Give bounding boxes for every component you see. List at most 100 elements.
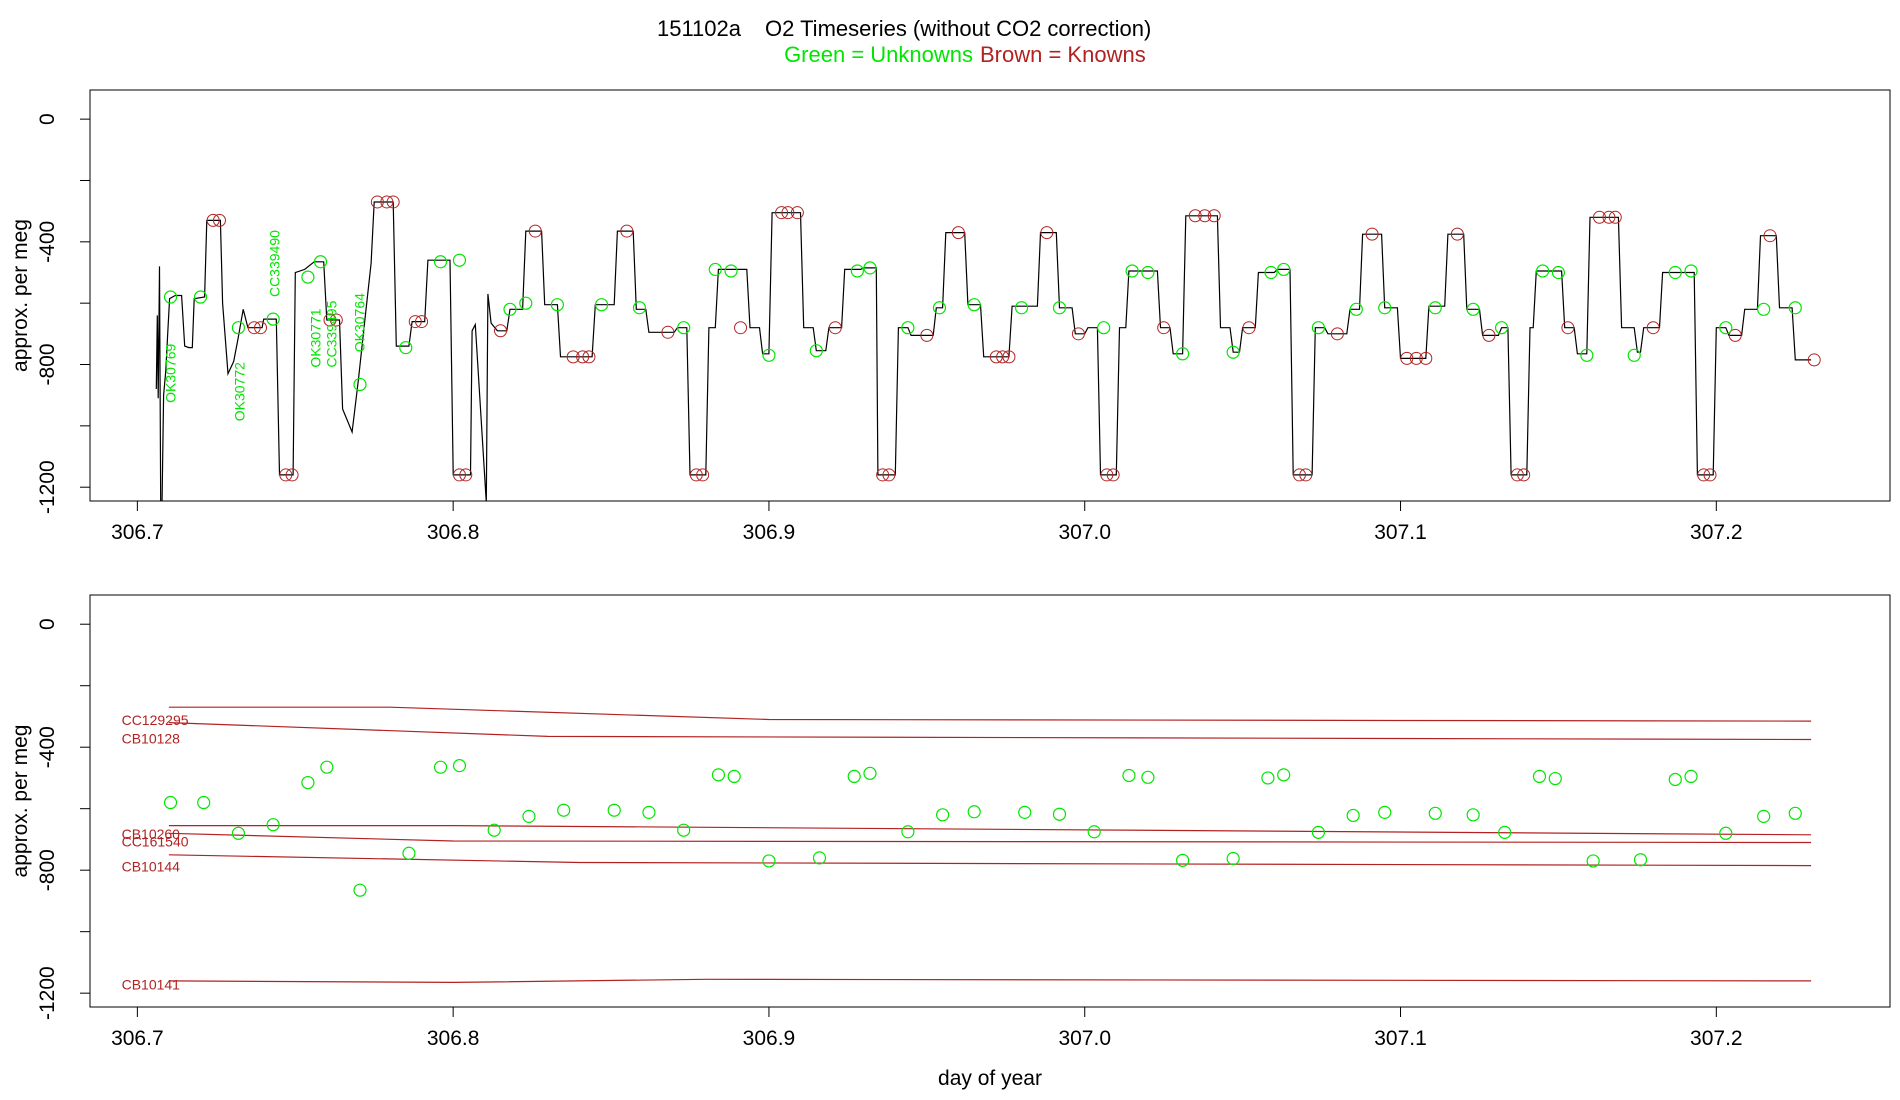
unknown-point (850, 264, 864, 278)
unknown-point (1261, 771, 1275, 785)
reference-line-cb10128 (168, 722, 1812, 741)
y-tick-label: 0 (36, 113, 59, 125)
x-tick-label: 306.7 (111, 1027, 164, 1050)
unknown-point (550, 298, 564, 312)
known-point (1292, 468, 1306, 482)
known-point (1728, 328, 1742, 342)
unknown-point (1052, 301, 1067, 315)
y-tick-label: -800 (36, 849, 59, 891)
unknown-point (708, 262, 722, 277)
unknown-point (1378, 805, 1392, 819)
unknown-point (1428, 301, 1442, 315)
known-point (1409, 351, 1423, 365)
unknown-point (724, 264, 738, 278)
unknown-point (1668, 772, 1682, 787)
unknown-point (557, 803, 571, 817)
unknown-point (1788, 301, 1802, 315)
reference-line-label: CB10144 (122, 858, 181, 874)
unknown-point (1378, 301, 1392, 315)
unknown-point (1719, 321, 1733, 335)
unknown-point (1122, 768, 1136, 783)
known-point (1561, 321, 1575, 335)
known-point (1207, 209, 1221, 223)
known-point (1157, 321, 1171, 335)
unknown-point (1311, 825, 1326, 839)
unknown-point (1311, 321, 1326, 335)
unknown-point (522, 809, 536, 823)
unknown-point (1498, 825, 1512, 839)
unknown-point (863, 766, 877, 780)
chart-title: 151102a O2 Timeseries (without CO2 corre… (657, 16, 1151, 67)
x-tick-label: 306.9 (743, 1027, 796, 1050)
unknown-point (932, 301, 947, 315)
unknown-point (1097, 321, 1111, 335)
x-tick-label: 307.1 (1374, 1027, 1427, 1050)
unknown-point (967, 805, 981, 819)
known-point (989, 350, 1003, 364)
x-tick-label: 307.1 (1374, 521, 1427, 544)
sample-annotation: CC339490 (266, 230, 282, 297)
unknown-point (1277, 262, 1291, 277)
known-point (254, 321, 268, 335)
unknown-point (863, 261, 877, 275)
y-axis: 0 -400 -800 -1200 (36, 618, 91, 1020)
y-axis: 0 -400 -800 -1200 (36, 113, 91, 514)
known-point (582, 350, 596, 364)
unknown-point (967, 298, 981, 312)
unknown-point (1788, 806, 1802, 820)
unknown-point (632, 301, 647, 315)
unknown-point (433, 255, 448, 269)
unknown-point (231, 826, 246, 840)
unknown-point (452, 759, 467, 773)
known-point (212, 213, 226, 227)
unknown-point (1428, 806, 1442, 820)
reference-line-label: CB10260 (122, 826, 181, 842)
unknown-point (1532, 769, 1547, 784)
data-layer (163, 706, 1812, 984)
unknown-point (1018, 805, 1032, 819)
unknown-point (1176, 347, 1190, 361)
unknown-point (1757, 302, 1771, 316)
unknown-point (1349, 302, 1363, 316)
unknown-point (1586, 854, 1600, 868)
legend-green: Green = Unknowns (784, 42, 973, 67)
unknown-point (1125, 264, 1139, 278)
unknown-point (301, 270, 315, 284)
known-point (566, 350, 580, 364)
x-axis-label: day of year (938, 1067, 1042, 1090)
known-point (828, 321, 842, 335)
reference-line-cb10141 (168, 978, 1812, 984)
x-axis: 306.7 306.8 306.9 307.0 307.1 307.2 (111, 1006, 1743, 1050)
known-point (386, 195, 400, 209)
unknown-point (1087, 825, 1101, 839)
unknown-point (266, 818, 280, 832)
unknown-point (452, 253, 467, 267)
x-tick-label: 307.0 (1058, 1027, 1111, 1050)
y-tick-label: -1200 (36, 966, 59, 1020)
reference-line-label: CB10128 (122, 731, 181, 747)
unknown-point (1466, 808, 1480, 822)
y-axis-label: approx. per meg (9, 725, 32, 878)
known-point (1763, 229, 1777, 243)
known-point (1400, 351, 1414, 365)
known-point (415, 315, 429, 329)
known-point (408, 315, 422, 329)
known-point (620, 224, 634, 238)
known-point (661, 325, 675, 339)
unknown-point (503, 302, 517, 316)
bottom-panel: 306.7 306.8 306.9 307.0 307.1 307.2 0 -400 -800 -… (9, 594, 1891, 1090)
unknown-point (399, 341, 413, 355)
unknown-point (711, 768, 726, 782)
known-point (1242, 321, 1256, 335)
known-point (1299, 468, 1313, 482)
y-tick-label: -400 (36, 221, 59, 263)
reference-line-cc161540 (168, 832, 1812, 844)
unknown-point (1580, 348, 1594, 362)
title-id: 151102a (657, 16, 742, 41)
unknown-point (402, 846, 416, 860)
unknown-point (1014, 301, 1029, 315)
unknown-point (677, 823, 691, 837)
o2-trace-line (155, 201, 1812, 501)
unknown-point (353, 883, 367, 897)
reference-line-label: CC129295 (122, 712, 189, 728)
